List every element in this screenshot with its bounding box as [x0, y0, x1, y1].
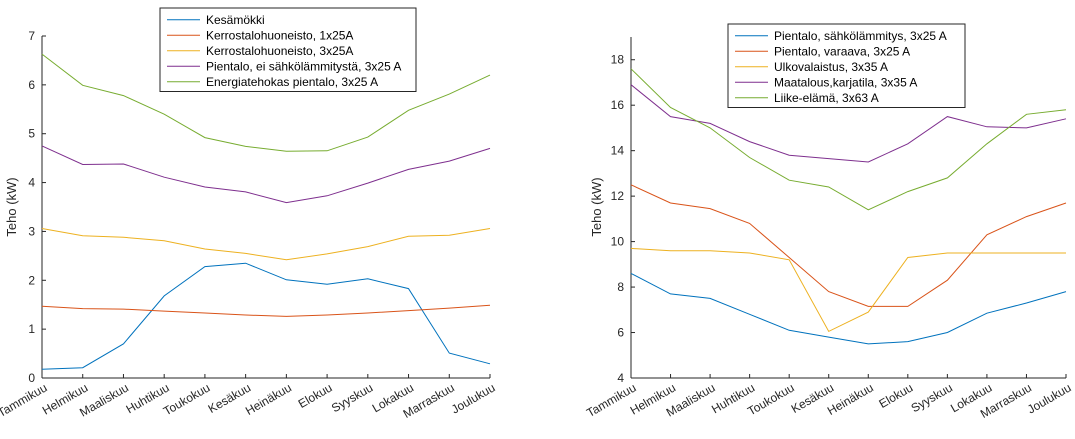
y-tick-label: 4: [28, 176, 35, 190]
legend-box: [159, 7, 417, 92]
y-tick-label: 4: [617, 371, 624, 385]
y-tick-label: 7: [28, 29, 35, 43]
y-tick-label: 18: [611, 53, 625, 67]
x-tick-label: Joulukuu: [1025, 380, 1074, 416]
series-line-5: [630, 68, 1067, 211]
legend-label: Ulkovalaistus, 3x35 A: [774, 60, 888, 74]
x-tick-label: Syyskuu: [909, 380, 955, 415]
y-tick-label: 16: [611, 98, 625, 112]
legend-label: Kerrostalohuoneisto, 1x25A: [206, 28, 353, 42]
x-tick-label: Heinäkuu: [243, 380, 294, 417]
series-line-4: [41, 145, 491, 204]
y-tick-label: 12: [611, 189, 625, 203]
legend-label: Pientalo, varaava, 3x25 A: [774, 44, 910, 58]
legend-label: Pientalo, sähkölämmitys, 3x25 A: [774, 29, 947, 43]
series-line-4: [630, 84, 1067, 163]
legend-box: [727, 23, 966, 108]
series-line-2: [41, 304, 491, 317]
series-line-3: [41, 228, 491, 261]
x-tick-label: Heinäkuu: [825, 380, 876, 417]
y-tick-label: 10: [611, 235, 625, 249]
legend: Pientalo, sähkölämmitys, 3x25 APientalo,…: [727, 23, 966, 108]
legend-label: Kerrostalohuoneisto, 3x25A: [206, 44, 353, 58]
y-tick-label: 14: [611, 144, 625, 158]
series-line-1: [41, 262, 491, 370]
legend-label: Energiatehokas pientalo, 3x25 A: [206, 75, 378, 89]
legend-label: Maatalous,karjatila, 3x35 A: [774, 75, 917, 89]
x-tick-label: Toukokuu: [161, 380, 212, 418]
series-line-2: [630, 184, 1067, 307]
y-tick-label: 3: [28, 224, 35, 238]
x-tick-label: Tammikuu: [0, 380, 49, 419]
y-tick-label: 6: [617, 326, 624, 340]
y-tick-label: 1: [28, 322, 35, 336]
series-line-3: [630, 247, 1066, 333]
y-tick-label: 5: [28, 127, 35, 141]
y-axis-label: Teho (kW): [4, 177, 19, 236]
x-tick-label: Syyskuu: [329, 380, 375, 415]
y-tick-label: 6: [28, 78, 35, 92]
y-tick-label: 2: [28, 273, 35, 287]
y-axis-label: Teho (kW): [589, 177, 604, 236]
y-tick-label: 0: [28, 371, 35, 385]
y-tick-label: 8: [617, 280, 624, 294]
series-line-5: [41, 53, 491, 152]
x-tick-label: Elokuu: [296, 380, 335, 410]
series-line-1: [630, 272, 1067, 345]
chart-1: 01234567TammikuuHelmikuuMaaliskuuHuhtiku…: [0, 7, 498, 421]
x-tick-label: Tammikuu: [584, 380, 638, 419]
legend-label: Liike-elämä, 3x63 A: [774, 91, 879, 105]
x-tick-label: Joulukuu: [449, 380, 498, 416]
chart-2: 4681012141618TammikuuHelmikuuMaaliskuuHu…: [584, 23, 1074, 421]
legend-label: Pientalo, ei sähkölämmitystä, 3x25 A: [206, 59, 401, 73]
legend-label: Kesämökki: [206, 13, 265, 27]
